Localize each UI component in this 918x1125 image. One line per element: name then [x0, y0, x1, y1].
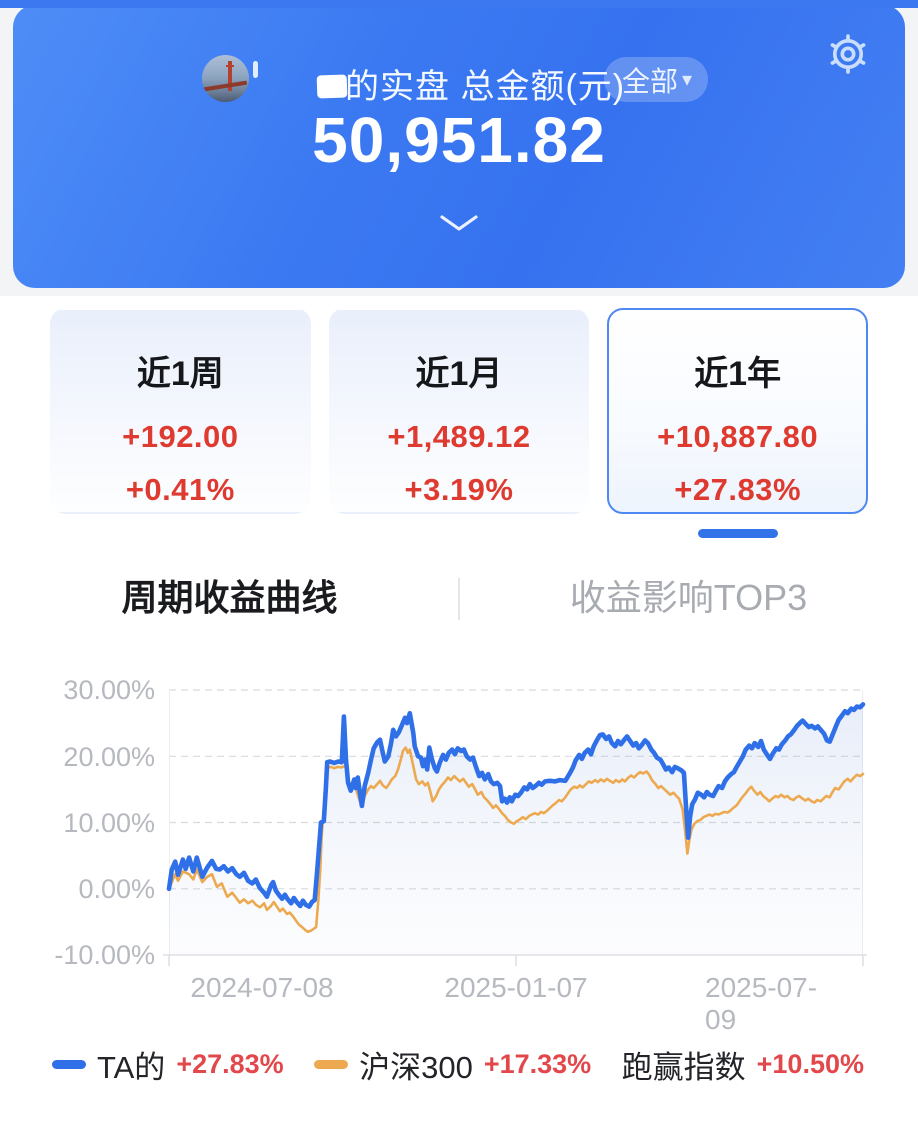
- avatar-badge: [253, 61, 258, 78]
- chart-tabs: 周期收益曲线 收益影响TOP3: [0, 566, 918, 630]
- line-chart-canvas[interactable]: [163, 689, 867, 972]
- top-strip: [0, 0, 918, 8]
- legend-item-ta[interactable]: TA的 +27.83%: [52, 1042, 284, 1087]
- chart-legend: TA的 +27.83% 沪深300 +17.33% 跑赢指数 +10.50%: [52, 1042, 864, 1087]
- caret-down-icon: ▾: [682, 68, 693, 91]
- avatar-bridge-photo: [226, 60, 235, 91]
- period-card-year[interactable]: 近1年 +10,887.80 +27.83%: [607, 308, 868, 514]
- settings-gear-icon[interactable]: [826, 32, 870, 76]
- period-label: 近1周: [136, 355, 224, 393]
- period-change: +192.00: [122, 419, 239, 454]
- tab-period-return-curve[interactable]: 周期收益曲线: [121, 577, 338, 618]
- y-tick-label: 0.00%: [78, 874, 155, 904]
- period-pct: +0.41%: [125, 472, 235, 507]
- avatar[interactable]: [202, 55, 249, 102]
- redacted-username: [316, 74, 348, 99]
- period-change: +1,489.12: [387, 419, 531, 454]
- legend-label: TA的: [97, 1050, 166, 1085]
- filter-label: 全部: [622, 65, 679, 97]
- amount-label: 总金额(元): [460, 68, 626, 106]
- period-label: 近1年: [694, 355, 782, 393]
- period-pct: +27.83%: [674, 472, 802, 507]
- page-title: 的实盘 总金额(元): [345, 68, 626, 106]
- x-tick-label: 2024-07-08: [190, 972, 334, 1003]
- legend-value: +10.50%: [756, 1049, 864, 1079]
- legend-label: 沪深300: [359, 1050, 473, 1085]
- tab-divider: [458, 578, 460, 620]
- legend-item-hs300[interactable]: 沪深300 +17.33%: [314, 1042, 591, 1087]
- legend-swatch-blue: [52, 1060, 86, 1069]
- period-label: 近1月: [415, 355, 503, 393]
- period-card-month[interactable]: 近1月 +1,489.12 +3.19%: [328, 308, 590, 514]
- y-tick-label: 10.00%: [63, 808, 155, 838]
- x-tick-label: 2025-07-09: [705, 972, 818, 1035]
- header-card: 的实盘 总金额(元) 全部 ▾ 50,951.82: [13, 5, 905, 288]
- period-pct: +3.19%: [404, 472, 514, 507]
- y-tick-label: -10.00%: [54, 940, 155, 970]
- legend-item-outperform: 跑赢指数 +10.50%: [622, 1042, 864, 1087]
- legend-value: +17.33%: [483, 1049, 592, 1079]
- period-summary-cards: 近1周 +192.00 +0.41% 近1月 +1,489.12 +3.19% …: [0, 308, 918, 514]
- legend-swatch-orange: [314, 1060, 349, 1069]
- y-tick-label: 20.00%: [63, 742, 155, 772]
- scope-filter-button[interactable]: 全部 ▾: [604, 57, 709, 102]
- total-amount-value: 50,951.82: [312, 104, 606, 176]
- x-tick-label: 2025-01-07: [444, 972, 588, 1003]
- period-card-week[interactable]: 近1周 +192.00 +0.41%: [50, 308, 311, 514]
- legend-label: 跑赢指数: [621, 1050, 746, 1085]
- period-change: +10,887.80: [657, 419, 819, 454]
- chevron-down-icon[interactable]: [439, 215, 479, 238]
- y-tick-label: 30.00%: [63, 675, 155, 705]
- tab-top3-impact[interactable]: 收益影响TOP3: [569, 577, 808, 618]
- legend-value: +27.83%: [176, 1049, 284, 1079]
- selected-card-indicator: [698, 529, 778, 538]
